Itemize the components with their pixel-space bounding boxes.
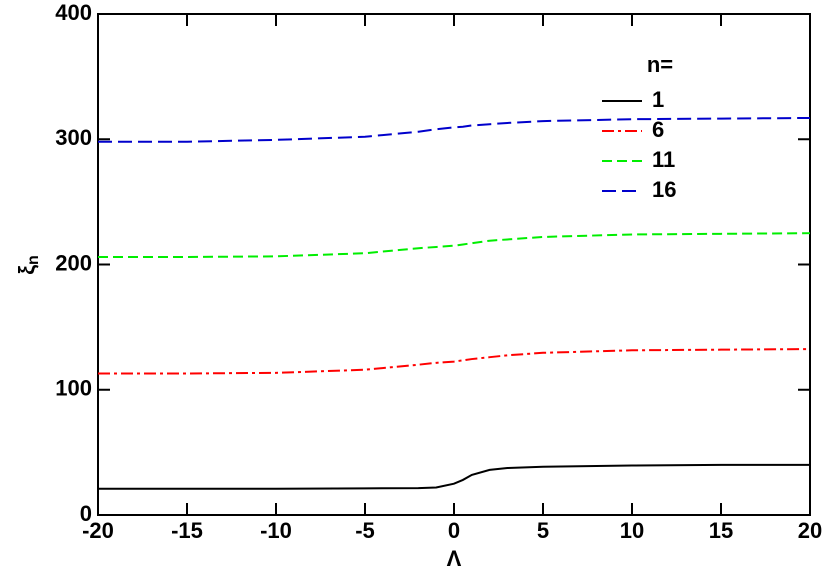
x-tick-label: 20 [798, 518, 822, 543]
legend-label: 1 [652, 87, 664, 112]
y-axis-label: ξn [14, 255, 42, 275]
y-tick-label: 200 [55, 250, 92, 275]
x-tick-label: -10 [260, 518, 292, 543]
legend-label: 6 [652, 117, 664, 142]
x-tick-label: 15 [709, 518, 733, 543]
x-tick-label: 0 [448, 518, 460, 543]
series-line [98, 232, 811, 258]
x-tick-label: 10 [620, 518, 644, 543]
y-tick-label: 0 [80, 501, 92, 526]
y-tick-label: 100 [55, 376, 92, 401]
x-tick-label: -5 [355, 518, 375, 543]
legend-label: 16 [652, 177, 676, 202]
x-axis-label: Λ [447, 546, 462, 571]
series-line [98, 116, 811, 143]
legend-label: 11 [652, 147, 675, 172]
y-label-symbol: ξ [14, 265, 39, 275]
x-tick-label: -15 [171, 518, 203, 543]
y-tick-label: 400 [55, 0, 92, 25]
series-line [98, 463, 810, 490]
y-tick-label: 300 [55, 125, 92, 150]
plot-frame [97, 13, 811, 516]
x-tick-label: -20 [82, 518, 114, 543]
x-tick-label: 5 [537, 518, 549, 543]
series-line [98, 348, 811, 375]
y-label-subscript: n [25, 255, 42, 265]
legend-title: n= [647, 52, 673, 77]
